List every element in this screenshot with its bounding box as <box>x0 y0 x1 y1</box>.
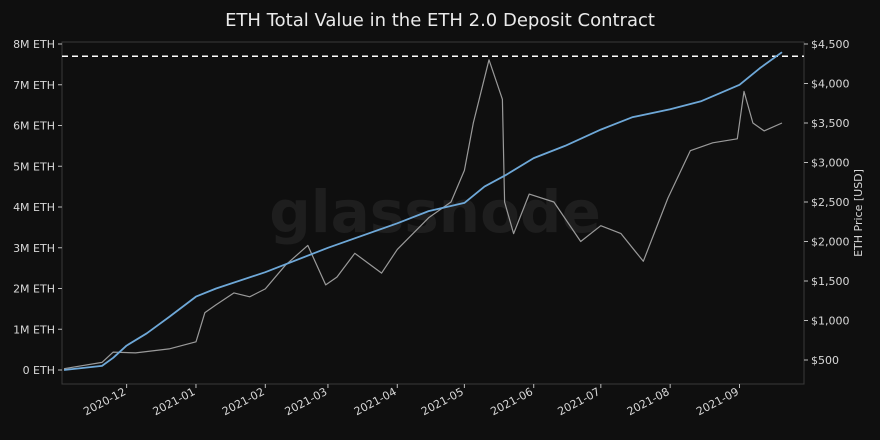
left-tick-label: 4M ETH <box>13 201 55 214</box>
right-tick-label: $4,000 <box>811 78 850 91</box>
left-tick-label: 8M ETH <box>13 38 55 51</box>
right-axis-title: ETH Price [USD] <box>852 169 865 257</box>
right-tick-label: $3,500 <box>811 117 850 130</box>
left-tick-label: 5M ETH <box>13 160 55 173</box>
left-tick-label: 7M ETH <box>13 79 55 92</box>
chart-title: ETH Total Value in the ETH 2.0 Deposit C… <box>225 10 655 31</box>
right-tick-label: $4,500 <box>811 38 850 51</box>
right-tick-label: $3,000 <box>811 157 850 170</box>
x-tick-label: 2021-01 <box>151 385 198 418</box>
left-tick-label: 2M ETH <box>13 283 55 296</box>
watermark: glassnode <box>269 178 601 246</box>
right-tick-label: $2,000 <box>811 236 850 249</box>
deposit-total-line <box>63 51 783 371</box>
x-tick-label: 2021-03 <box>283 385 330 418</box>
right-tick-label: $500 <box>811 354 839 367</box>
right-tick-label: $1,000 <box>811 315 850 328</box>
x-tick-label: 2021-04 <box>352 385 399 418</box>
plot-area-frame <box>61 41 805 385</box>
left-tick-label: 6M ETH <box>13 120 55 133</box>
x-tick-label: 2021-06 <box>488 385 535 418</box>
right-tick-label: $2,500 <box>811 196 850 209</box>
x-tick-label: 2021-07 <box>556 385 603 418</box>
x-tick-label: 2021-08 <box>625 385 672 418</box>
left-tick-label: 3M ETH <box>13 242 55 255</box>
x-tick-label: 2021-02 <box>220 385 267 418</box>
x-tick-label: 2021-05 <box>419 385 466 418</box>
eth-price-line <box>63 59 783 370</box>
right-tick-label: $1,500 <box>811 275 850 288</box>
x-tick-label: 2020-12 <box>81 385 128 418</box>
left-tick-label: 1M ETH <box>13 323 55 336</box>
x-tick-label: 2021-09 <box>694 385 741 418</box>
left-tick-label: 0 ETH <box>23 364 55 377</box>
